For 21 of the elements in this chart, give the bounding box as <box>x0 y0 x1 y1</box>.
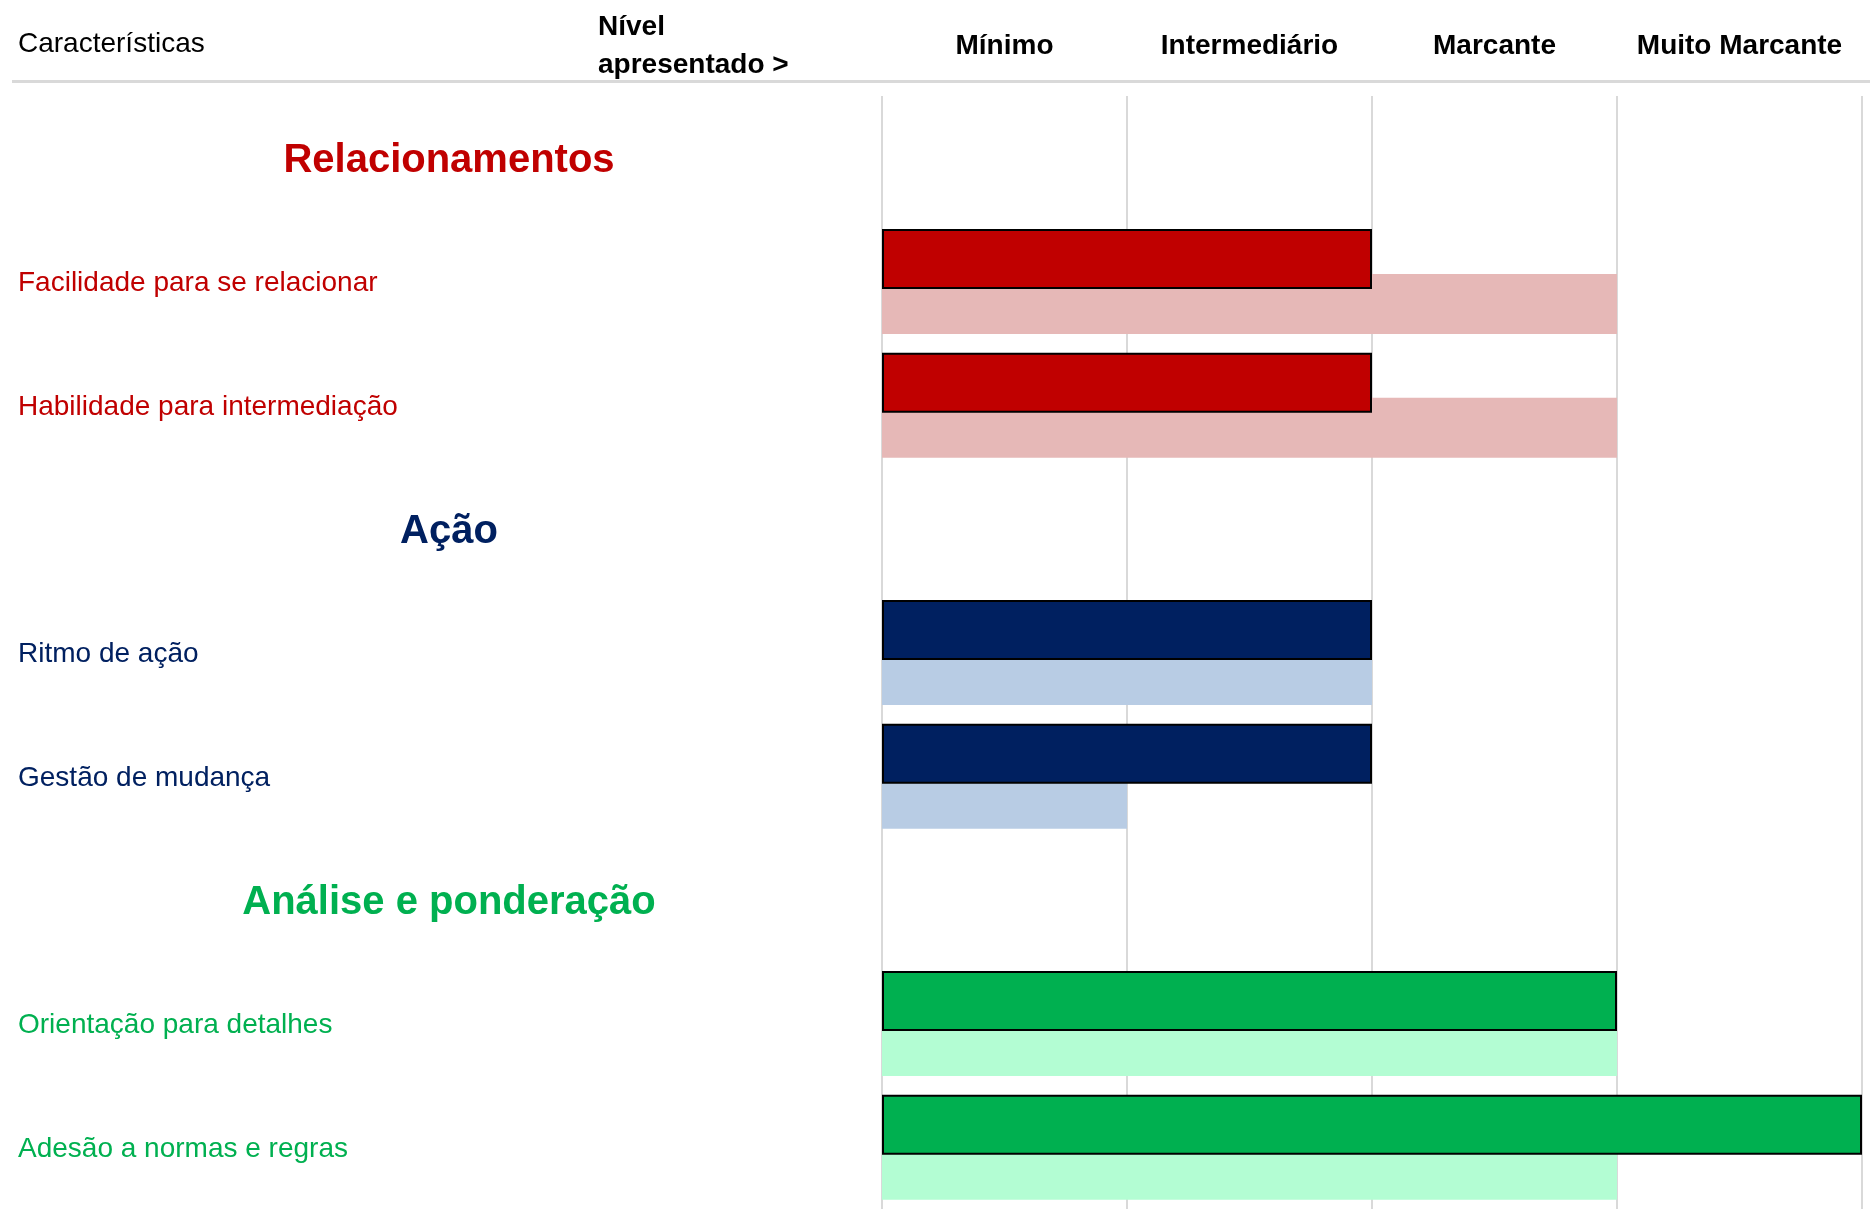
text: Análise e ponderação <box>242 877 656 922</box>
y-tick-label: Orientação para detalhes <box>18 1008 333 1039</box>
y-tick-label: Gestão de mudança <box>18 760 271 792</box>
y-axis-title: Características <box>18 26 205 58</box>
bar <box>882 723 1372 784</box>
bar <box>882 229 1372 289</box>
text: Marcante <box>1433 28 1556 60</box>
y-tick-label: Facilidade para se relacionar <box>18 266 378 297</box>
text: Ação <box>400 506 498 551</box>
bar <box>882 352 1372 413</box>
text: Muito Marcante <box>1636 28 1843 60</box>
text: Relacionamentos <box>283 135 615 180</box>
text: Mínimo <box>955 28 1054 60</box>
y-tick-label: Adesão a normas e regras <box>18 1131 348 1163</box>
bar <box>882 1094 1862 1155</box>
y-tick-label: Habilidade para intermediação <box>18 389 398 421</box>
x-axis-title: Nível apresentado > <box>598 9 789 79</box>
y-tick-label: Ritmo de ação <box>18 637 199 668</box>
bar <box>882 600 1372 660</box>
bar <box>882 971 1617 1031</box>
text: Intermediário <box>1160 28 1339 60</box>
